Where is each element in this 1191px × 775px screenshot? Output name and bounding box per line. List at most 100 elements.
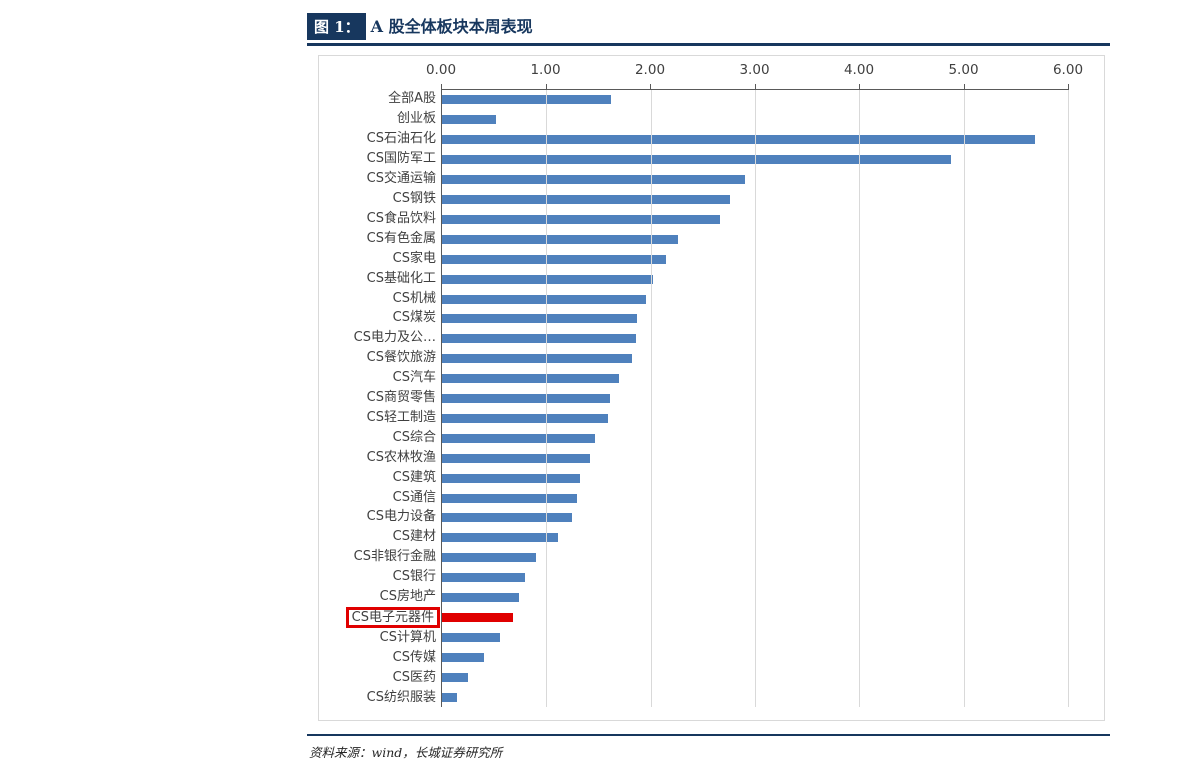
bar-row	[442, 170, 1068, 190]
category-row: CS煤炭	[319, 308, 436, 328]
bar-row	[442, 329, 1068, 349]
category-row: CS轻工制造	[319, 408, 436, 428]
bar	[442, 95, 612, 105]
category-label: CS银行	[392, 569, 436, 585]
category-row: 创业板	[319, 109, 436, 129]
bar-row	[442, 647, 1068, 667]
category-row: CS电力设备	[319, 507, 436, 527]
category-row: CS农林牧渔	[319, 447, 436, 467]
bar	[442, 214, 720, 224]
bar-row	[442, 428, 1068, 448]
bar-row	[442, 110, 1068, 130]
category-label: CS农林牧渔	[366, 449, 436, 465]
bar	[442, 374, 620, 384]
bar-row	[442, 349, 1068, 369]
category-label: CS建筑	[392, 469, 436, 485]
bar	[442, 593, 520, 603]
figure-header: 图 1： A 股全体板块本周表现	[307, 13, 1110, 46]
bar-row	[442, 389, 1068, 409]
bar-row	[442, 568, 1068, 588]
category-row: CS交通运输	[319, 169, 436, 189]
bar-row	[442, 249, 1068, 269]
category-label: CS通信	[392, 489, 436, 505]
category-row: CS国防军工	[319, 149, 436, 169]
bar-row	[442, 409, 1068, 429]
category-row: CS汽车	[319, 368, 436, 388]
category-row: CS通信	[319, 487, 436, 507]
category-label: CS有色金属	[366, 230, 436, 246]
bar	[442, 274, 653, 284]
footer-divider	[307, 734, 1110, 736]
bar	[442, 433, 596, 443]
bar	[442, 314, 638, 324]
bar-row	[442, 209, 1068, 229]
x-axis-tick-label: 1.00	[530, 62, 561, 78]
bar	[442, 692, 457, 702]
category-row: CS石油石化	[319, 129, 436, 149]
bar-row	[442, 289, 1068, 309]
category-row: CS建筑	[319, 467, 436, 487]
bar-row	[442, 627, 1068, 647]
bar	[442, 513, 573, 523]
figure-title: A 股全体板块本周表现	[370, 17, 533, 36]
bar	[442, 194, 730, 204]
bar	[442, 672, 469, 682]
x-axis-tick-label: 3.00	[739, 62, 770, 78]
category-label: CS钢铁	[392, 190, 436, 206]
bar	[442, 135, 1035, 145]
category-label: CS综合	[392, 429, 436, 445]
category-row: CS机械	[319, 288, 436, 308]
category-label: CS基础化工	[366, 270, 436, 286]
category-label: CS电力及公…	[353, 330, 436, 346]
category-row: CS建材	[319, 527, 436, 547]
x-axis-tick-label: 0.00	[425, 62, 457, 78]
bar-row	[442, 548, 1068, 568]
category-label: CS电力设备	[366, 509, 436, 525]
bar-row	[442, 667, 1068, 687]
bar-row	[442, 90, 1068, 110]
bar-row	[442, 608, 1068, 628]
x-axis-tick-mark	[650, 84, 651, 90]
category-row: CS餐饮旅游	[319, 348, 436, 368]
gridline	[859, 90, 861, 707]
category-row: CS有色金属	[319, 228, 436, 248]
gridline	[755, 90, 756, 707]
bar	[442, 413, 608, 423]
category-label: CS汽车	[392, 370, 436, 386]
category-label: CS商贸零售	[366, 390, 436, 406]
bar	[442, 234, 678, 244]
bar	[442, 493, 577, 503]
category-label: CS轻工制造	[366, 409, 436, 425]
gridline	[650, 90, 652, 707]
bar-row	[442, 369, 1068, 389]
x-axis-tick-label: 5.00	[948, 62, 979, 78]
bar	[442, 652, 484, 662]
category-row: CS计算机	[319, 628, 436, 648]
x-axis-tick-mark	[963, 84, 965, 90]
x-axis-tick-label: 6.00	[1052, 62, 1084, 78]
bar	[442, 533, 558, 543]
category-label: CS传媒	[392, 649, 436, 665]
category-label: CS房地产	[379, 589, 436, 605]
category-row: CS综合	[319, 427, 436, 447]
category-row: CS医药	[319, 667, 436, 687]
category-label: CS煤炭	[392, 310, 436, 326]
category-row: CS食品饮料	[319, 208, 436, 228]
bar-row	[442, 468, 1068, 488]
bar-row	[442, 588, 1068, 608]
bar	[442, 613, 513, 623]
category-label: 全部A股	[388, 91, 436, 107]
bar-row	[442, 687, 1068, 707]
bar	[442, 394, 610, 404]
bar	[442, 473, 580, 483]
bar	[442, 334, 637, 344]
category-row: CS电子元器件	[319, 606, 440, 628]
bar	[442, 175, 745, 185]
x-axis-tick-label: 2.00	[634, 62, 666, 78]
category-label: CS餐饮旅游	[366, 350, 436, 366]
bar	[442, 632, 501, 642]
bar-row	[442, 150, 1068, 170]
bar-row	[442, 448, 1068, 468]
category-label: CS机械	[392, 290, 436, 306]
